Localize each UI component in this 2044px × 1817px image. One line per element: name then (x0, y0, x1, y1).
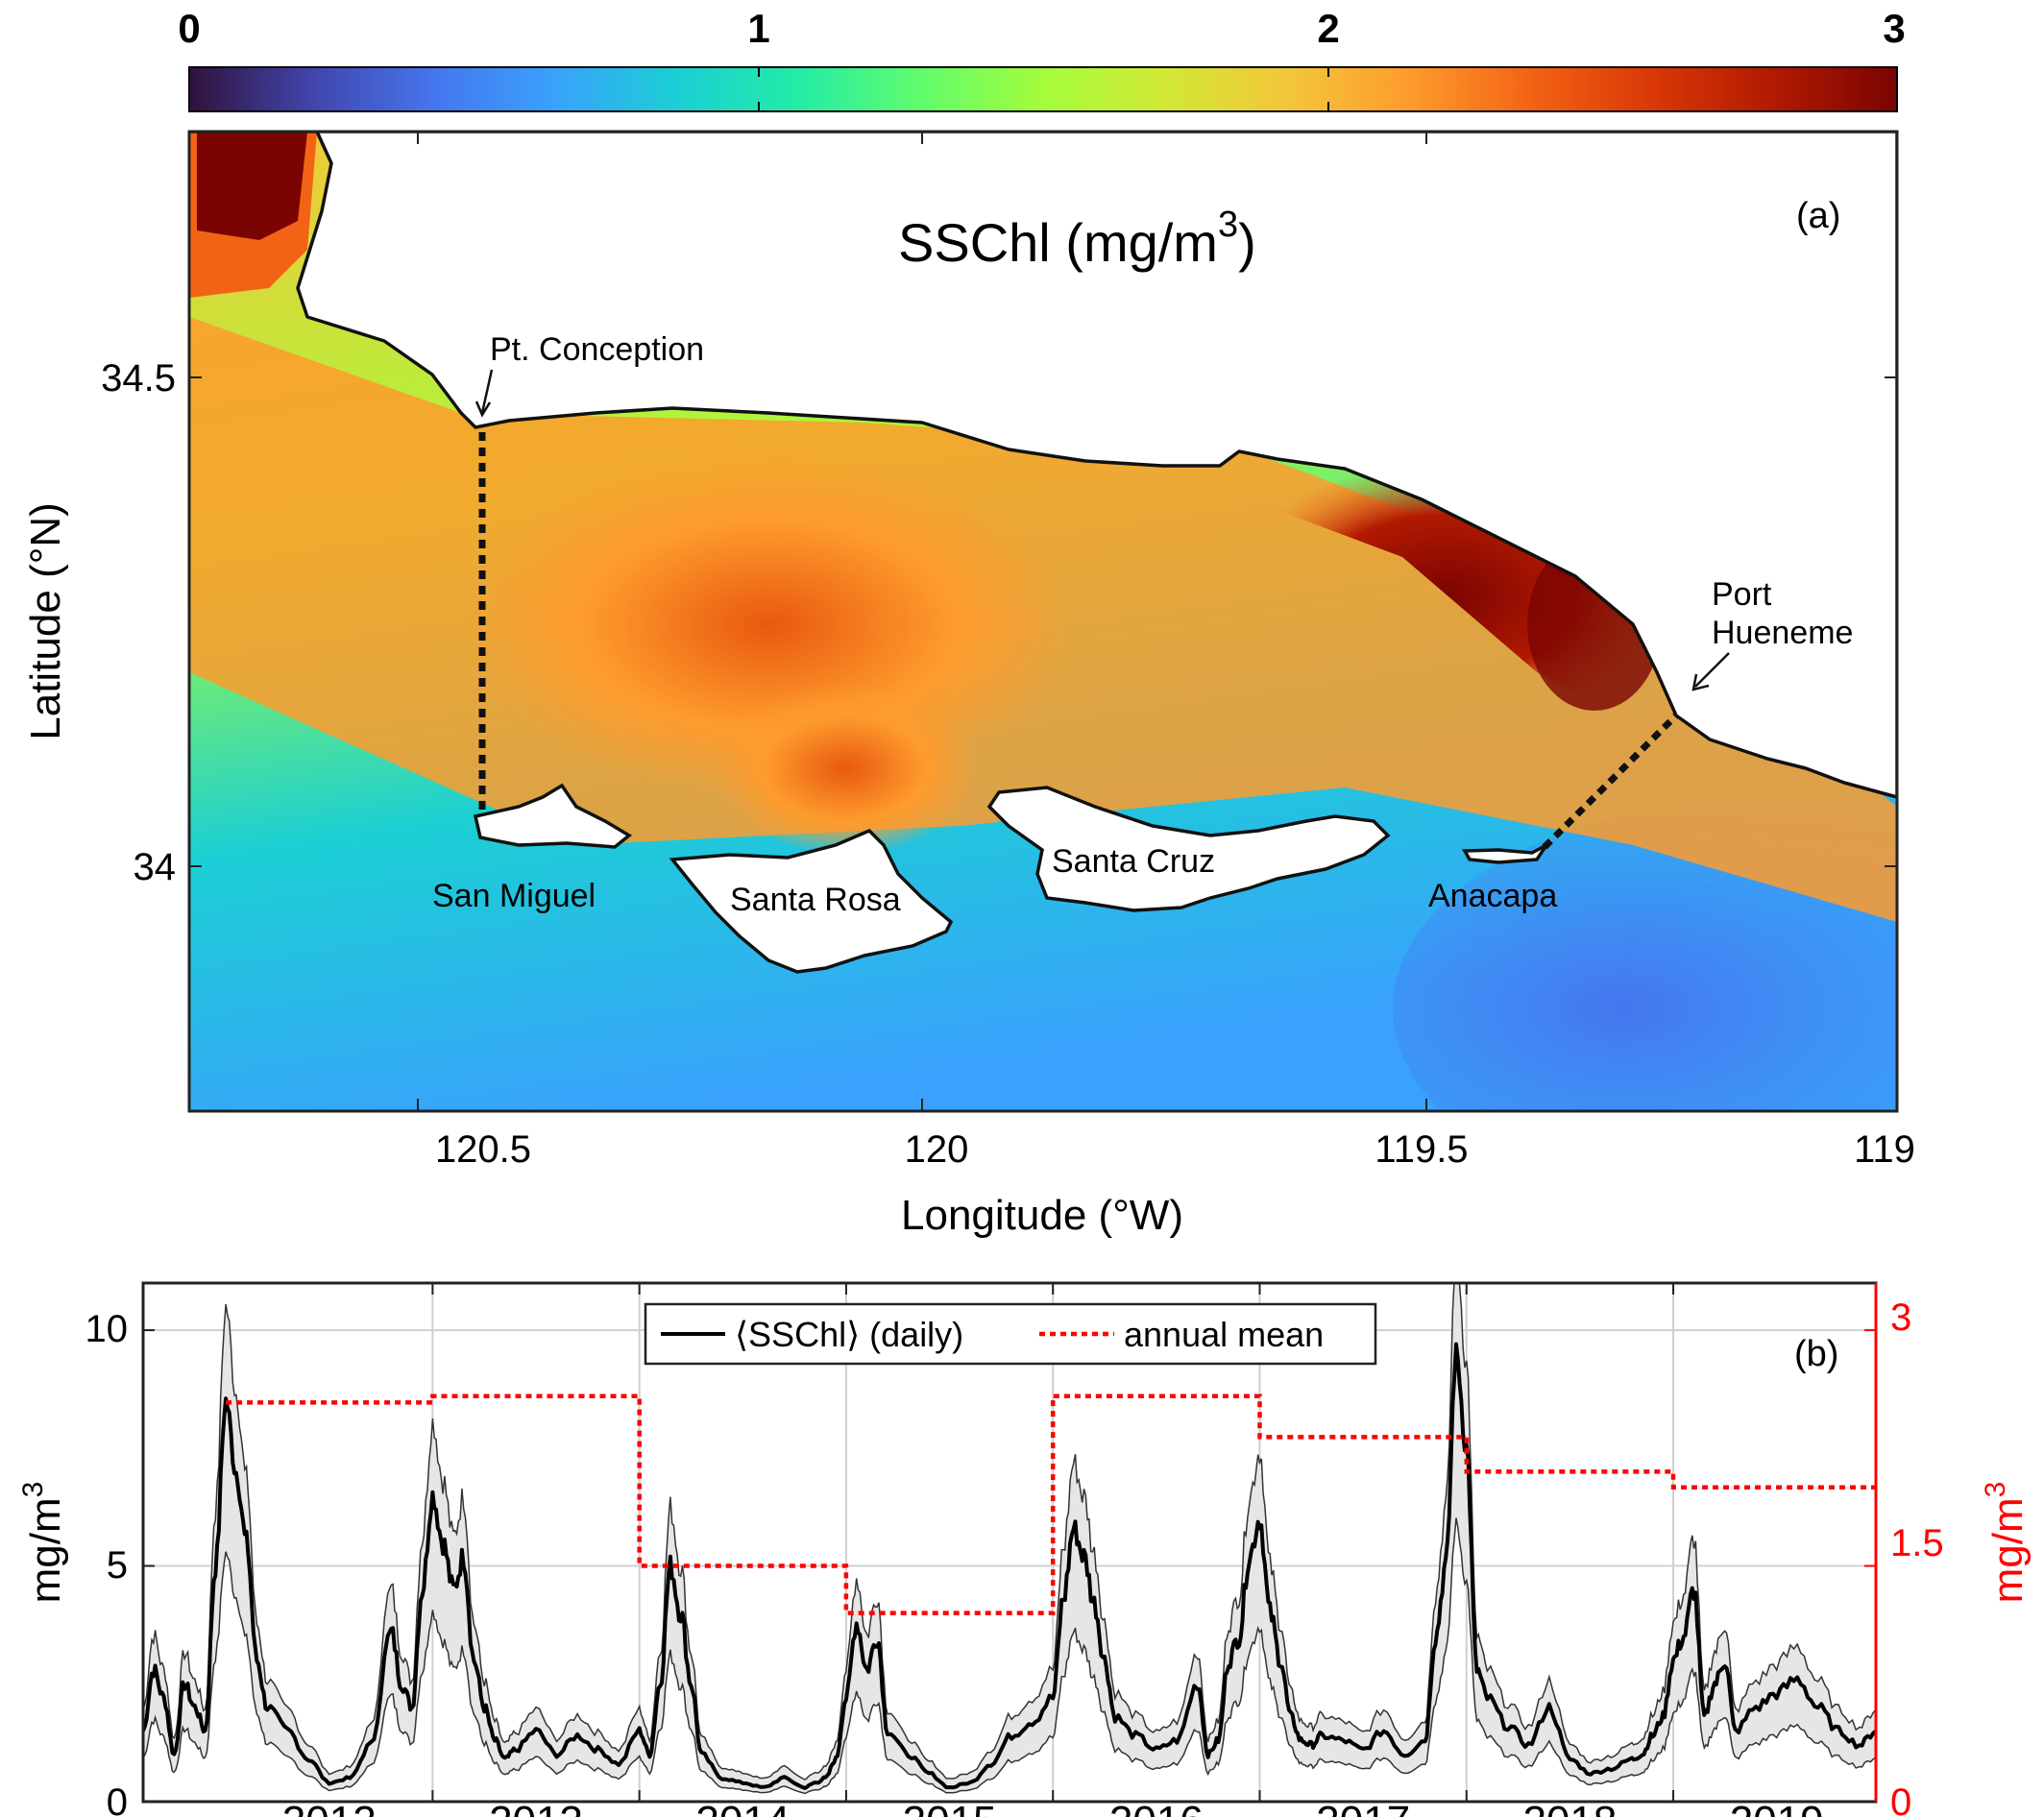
ts-xtick-label-2017: 2017 (1316, 1798, 1410, 1817)
ts-xtick-label-2019: 2019 (1730, 1798, 1824, 1817)
map-ticks (189, 132, 1897, 1111)
label-anacapa: Anacapa (1428, 878, 1557, 914)
ts-ytick-left-10: 10 (85, 1308, 129, 1350)
ts-panel-label: (b) (1794, 1334, 1838, 1374)
label-hueneme: Hueneme (1712, 615, 1853, 651)
island-santa-rosa (669, 828, 954, 974)
map-ytick-34.5: 34.5 (101, 357, 176, 400)
ts-xtick-label-2012: 2012 (282, 1798, 377, 1817)
map-panel: 34.5 34 120.5 120 119.5 119 Longitude (°… (22, 130, 1915, 1239)
ts-ytick-right-3: 3 (1890, 1296, 1911, 1339)
map-frame (187, 130, 1899, 1113)
ts-xtick-labels: 2012 2013 2014 2015 2016 2017 2018 2019 (282, 1798, 1824, 1817)
ts-xtick-label-2016: 2016 (1109, 1798, 1204, 1817)
map-panel-label: (a) (1796, 196, 1840, 236)
label-santa-cruz: Santa Cruz (1052, 843, 1215, 880)
colorbar-tick-0: 0 (178, 6, 200, 51)
label-pt-conception: Pt. Conception (490, 331, 704, 368)
label-port: Port (1712, 576, 1772, 613)
island-anacapa (1462, 843, 1548, 864)
map-ylabel: Latitude (°N) (22, 502, 69, 739)
legend-label-daily: ⟨SSChl⟩ (daily) (735, 1315, 963, 1354)
island-san-miguel (473, 783, 633, 849)
ts-ytick-left-5: 5 (107, 1544, 128, 1587)
colorbar-rect (188, 66, 1898, 112)
ts-legend-box (644, 1302, 1377, 1366)
map-xtick-120.5: 120.5 (435, 1128, 531, 1171)
ts-legend: ⟨SSChl⟩ (daily) annual mean (644, 1302, 1377, 1366)
island-santa-cruz (986, 786, 1391, 912)
ts-ytick-right-1.5: 1.5 (1890, 1522, 1944, 1564)
ts-xtick-label-2018: 2018 (1522, 1798, 1617, 1817)
colorbar-tick-2: 2 (1317, 6, 1339, 51)
map-xtick-119.5: 119.5 (1375, 1128, 1468, 1171)
label-santa-rosa: Santa Rosa (730, 882, 901, 918)
ts-xtick-label-2013: 2013 (489, 1798, 583, 1817)
legend-label-annual: annual mean (1124, 1315, 1324, 1354)
map-title: SSChl (mg/m3) (898, 205, 1256, 273)
ts-ytick-left-0: 0 (107, 1781, 128, 1817)
transect-east (1542, 713, 1679, 850)
ts-xtick-label-2015: 2015 (903, 1798, 997, 1817)
map-xtick-120: 120 (905, 1128, 969, 1171)
mainland (189, 132, 1897, 799)
ts-ylabel-right: mg/m3 (1980, 1482, 2032, 1604)
ts-annual-mean-series (226, 1393, 1876, 1615)
ts-upper-envelope (143, 1283, 1876, 1781)
ts-ytick-right-0: 0 (1890, 1781, 1911, 1817)
ts-ticks (143, 1283, 1876, 1802)
ts-daily-series (143, 1342, 1876, 1790)
ts-xtick-label-2014: 2014 (695, 1798, 790, 1817)
timeseries-panel: 0 5 10 0 1.5 3 2012201320142015201620172… (17, 1281, 2032, 1817)
colorbar: 0 1 2 3 (178, 6, 1906, 112)
map-ytick-34: 34 (134, 846, 177, 888)
colorbar-tick-3: 3 (1883, 6, 1905, 51)
chlorophyll-field (189, 132, 1897, 1111)
label-san-miguel: San Miguel (432, 878, 596, 914)
colorbar-ticks (758, 67, 1329, 111)
map-xlabel: Longitude (°W) (901, 1192, 1183, 1239)
ts-lower-envelope (143, 1517, 1876, 1795)
ts-ylabel-left: mg/m3 (17, 1482, 69, 1604)
colorbar-tick-1: 1 (747, 6, 769, 51)
map-xtick-119: 119 (1854, 1128, 1915, 1171)
